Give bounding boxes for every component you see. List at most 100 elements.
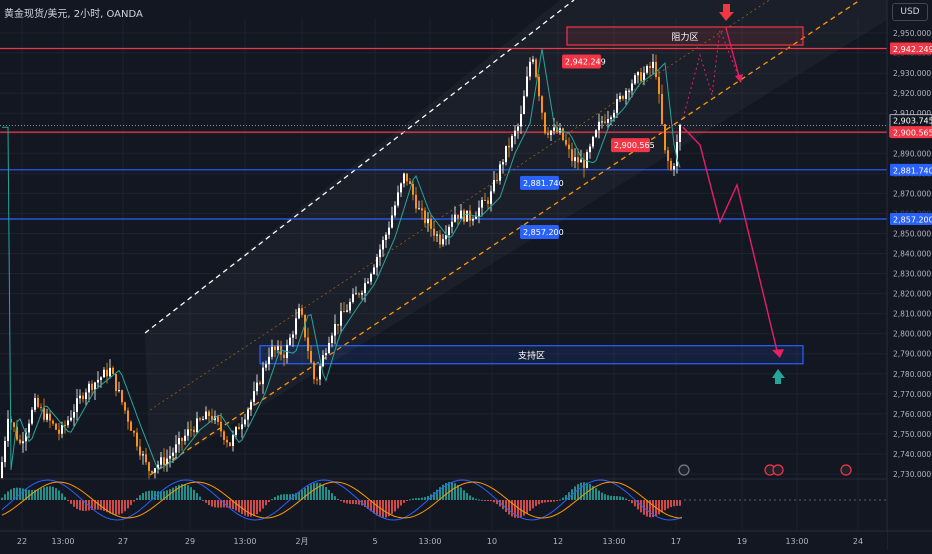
y-tick-label: 2,740.000 xyxy=(893,450,931,459)
candle-body xyxy=(580,159,582,163)
level-tag-3 xyxy=(520,225,559,240)
candle-body xyxy=(313,362,315,380)
macd-bar xyxy=(121,500,123,514)
macd-bar xyxy=(112,500,114,515)
y-tick-label: 2,790.000 xyxy=(893,350,931,359)
macd-bar xyxy=(592,486,594,500)
candle-body xyxy=(571,149,573,162)
level-tag-0 xyxy=(562,54,601,69)
candle-body xyxy=(427,218,429,224)
macd-bar xyxy=(409,499,411,501)
candle-body xyxy=(478,207,480,217)
candle-body xyxy=(415,194,417,209)
candle-body xyxy=(508,145,510,148)
candle-body xyxy=(160,457,162,465)
candle-body xyxy=(181,438,183,441)
candle-body xyxy=(577,157,579,163)
candle-body xyxy=(241,424,243,430)
macd-bar xyxy=(37,489,39,500)
price-axis-bg xyxy=(887,0,932,550)
macd-bar xyxy=(166,490,168,500)
x-tick-label: 13:00 xyxy=(602,537,625,546)
macd-bar xyxy=(274,496,276,500)
macd-bar xyxy=(172,487,174,500)
macd-bar xyxy=(343,500,345,503)
candle-body xyxy=(397,192,399,206)
macd-bar xyxy=(328,489,330,500)
channel-mid-line xyxy=(149,0,770,411)
candle-body xyxy=(469,210,471,221)
macd-bar xyxy=(211,500,213,507)
candle-body xyxy=(631,83,633,91)
candle-body xyxy=(7,418,9,441)
candle-body xyxy=(370,274,372,282)
sell-marker-head xyxy=(719,12,734,21)
currency-button[interactable]: USD xyxy=(892,3,928,21)
candle-body xyxy=(133,430,135,433)
macd-bar xyxy=(616,496,618,500)
macd-bar xyxy=(448,482,450,500)
candle-body xyxy=(76,398,78,412)
candle-body xyxy=(385,234,387,241)
macd-bar xyxy=(601,492,603,500)
macd-bar xyxy=(85,500,87,511)
macd-bar xyxy=(340,500,342,502)
macd-bar xyxy=(388,500,390,517)
macd-bar xyxy=(199,496,201,500)
macd-bar xyxy=(514,500,516,518)
macd-bar xyxy=(52,486,54,500)
macd-bar xyxy=(598,490,600,500)
candle-body xyxy=(472,218,474,221)
candle-body xyxy=(439,234,441,245)
x-tick-label: 24 xyxy=(853,537,863,546)
candle-body xyxy=(268,356,270,365)
y-tick-label: 2,830.000 xyxy=(893,270,931,279)
candle-body xyxy=(124,402,126,411)
candle-body xyxy=(511,136,513,148)
symbol-title: 黄金现货/美元, 2小时, OANDA xyxy=(4,9,143,20)
macd-line xyxy=(1,479,683,521)
macd-bar xyxy=(232,500,234,510)
candle-body xyxy=(598,121,600,131)
candle-body xyxy=(208,411,210,417)
macd-bar xyxy=(466,493,468,500)
macd-bar xyxy=(133,500,135,502)
macd-bar xyxy=(541,500,543,504)
candle-body xyxy=(100,377,102,380)
candle-body xyxy=(316,379,318,381)
candle-body xyxy=(448,226,450,236)
x-tick-label: 13:00 xyxy=(51,537,74,546)
macd-bar xyxy=(4,494,6,500)
macd-bar xyxy=(445,483,447,500)
macd-bar xyxy=(241,500,243,515)
macd-bar xyxy=(73,500,75,507)
candle-body xyxy=(349,302,351,311)
candle-body xyxy=(493,179,495,192)
y-tick-label: 2,800.000 xyxy=(893,330,931,339)
candle-body xyxy=(220,421,222,432)
y-tick-label: 2,950.000 xyxy=(893,29,931,38)
candle-body xyxy=(532,59,534,62)
macd-bar xyxy=(61,493,63,500)
macd-bar xyxy=(526,500,528,514)
channel-upper-line xyxy=(144,0,575,334)
candle-body xyxy=(232,435,234,446)
macd-bar xyxy=(376,500,378,516)
candle-body xyxy=(490,191,492,204)
macd-bar xyxy=(64,496,66,500)
macd-bar xyxy=(415,498,417,500)
macd-bar xyxy=(115,500,117,515)
candle-body xyxy=(28,423,30,433)
candle-body xyxy=(157,464,159,469)
axis-level-text-2: 2,881.740 xyxy=(893,166,932,175)
candle-body xyxy=(235,427,237,436)
candle-body xyxy=(361,292,363,295)
candle-body xyxy=(151,471,153,473)
candle-body xyxy=(217,416,219,422)
candle-body xyxy=(457,214,459,219)
macd-bar xyxy=(91,500,93,510)
candle-body xyxy=(295,318,297,335)
macd-bar xyxy=(424,497,426,500)
